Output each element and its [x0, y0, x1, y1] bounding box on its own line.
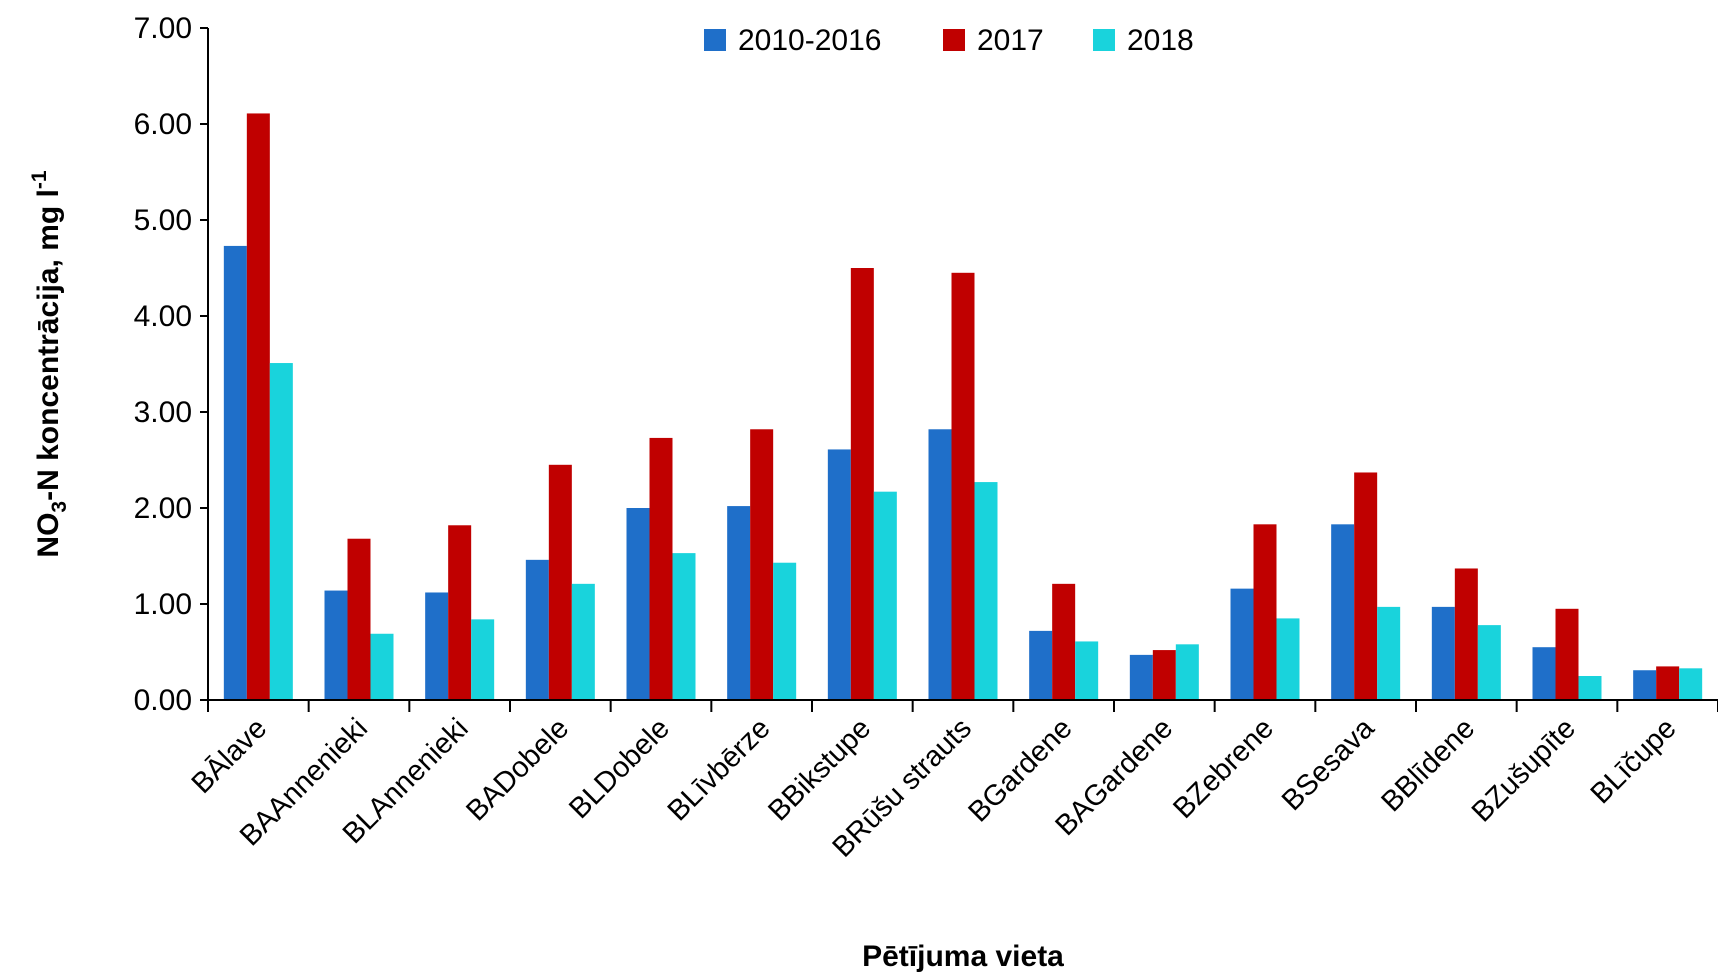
y-axis-title: NO3-N koncentrācija, mg l-1	[28, 170, 71, 557]
legend: 2010-2016 2017 2018	[704, 24, 1194, 57]
bar	[672, 553, 696, 700]
bar	[951, 272, 975, 700]
x-axis-ticks	[207, 700, 1718, 712]
bar	[223, 245, 247, 701]
y-tick-label: 3.00	[134, 396, 192, 429]
y-axis-title-superscript: -1	[28, 170, 51, 189]
x-category-label: BĀlave	[186, 712, 274, 800]
x-axis-title: Pētījuma vieta	[862, 940, 1064, 973]
y-tick-label: 7.00	[134, 12, 192, 45]
bar	[1454, 568, 1478, 700]
bar	[873, 491, 897, 700]
x-category-label: BADobele	[460, 712, 575, 827]
bar	[1679, 668, 1703, 700]
bar	[525, 559, 549, 700]
bar	[974, 482, 998, 700]
y-tick-label: 4.00	[134, 300, 192, 333]
bar	[1377, 606, 1401, 700]
bar	[1276, 618, 1300, 700]
bar	[827, 449, 851, 700]
y-tick-label: 5.00	[134, 204, 192, 237]
bar	[1633, 670, 1657, 700]
bar	[1532, 647, 1556, 700]
bar	[1431, 606, 1455, 700]
x-axis-labels: BĀlaveBAAnneniekiBLAnneniekiBADobeleBLDo…	[186, 712, 1683, 864]
y-axis-ticks: 0.00 1.00 2.00 3.00 4.00 5.00 6.00 7.00	[134, 12, 208, 717]
bar	[269, 363, 293, 700]
legend-label: 2018	[1127, 24, 1194, 57]
bar	[548, 464, 572, 700]
bar	[1152, 650, 1176, 700]
bar	[1253, 524, 1277, 700]
x-category-label: BLDobele	[563, 712, 676, 825]
bar	[1029, 630, 1053, 700]
bar	[1555, 608, 1579, 700]
y-tick-label: 6.00	[134, 108, 192, 141]
y-tick-label: 0.00	[134, 684, 192, 717]
bar	[1075, 641, 1099, 700]
bar	[750, 429, 774, 700]
legend-swatch	[1093, 29, 1115, 51]
bar	[1331, 524, 1355, 700]
bar	[649, 437, 673, 700]
bar	[626, 508, 650, 700]
x-category-label: BZebrene	[1167, 712, 1280, 825]
y-axis-title-subscript: 3	[48, 501, 71, 513]
bar	[324, 590, 348, 700]
legend-label: 2017	[977, 24, 1044, 57]
y-axis-title-middle: -N koncentrācija, mg l	[32, 189, 65, 501]
bar	[370, 633, 394, 700]
bar	[850, 268, 874, 700]
bar	[1175, 644, 1199, 700]
x-category-label: BZušupīte	[1466, 712, 1582, 828]
bar	[448, 525, 472, 700]
bar	[571, 583, 595, 700]
bar	[773, 562, 797, 700]
bar	[1656, 666, 1680, 700]
legend-swatch	[943, 29, 965, 51]
bar	[246, 113, 270, 700]
bar	[347, 538, 371, 700]
legend-label: 2010-2016	[738, 24, 881, 57]
bar	[425, 592, 449, 700]
x-category-label: BLīčupe	[1585, 712, 1683, 810]
bar	[1477, 625, 1501, 700]
y-axis-title-prefix: NO	[32, 513, 65, 558]
bar	[471, 619, 495, 700]
bar	[928, 429, 952, 700]
x-category-label: BBlīdene	[1375, 712, 1481, 818]
legend-swatch	[704, 29, 726, 51]
bar	[727, 506, 751, 700]
bar	[1052, 583, 1076, 700]
y-tick-label: 2.00	[134, 492, 192, 525]
bar	[1578, 676, 1602, 700]
bar	[1230, 588, 1254, 700]
bars-group	[223, 113, 1703, 701]
bar	[1354, 472, 1378, 700]
y-tick-label: 1.00	[134, 588, 192, 621]
x-category-label: BSesava	[1276, 712, 1381, 817]
bar	[1129, 654, 1153, 700]
x-category-label: BLīvbērze	[662, 712, 777, 827]
